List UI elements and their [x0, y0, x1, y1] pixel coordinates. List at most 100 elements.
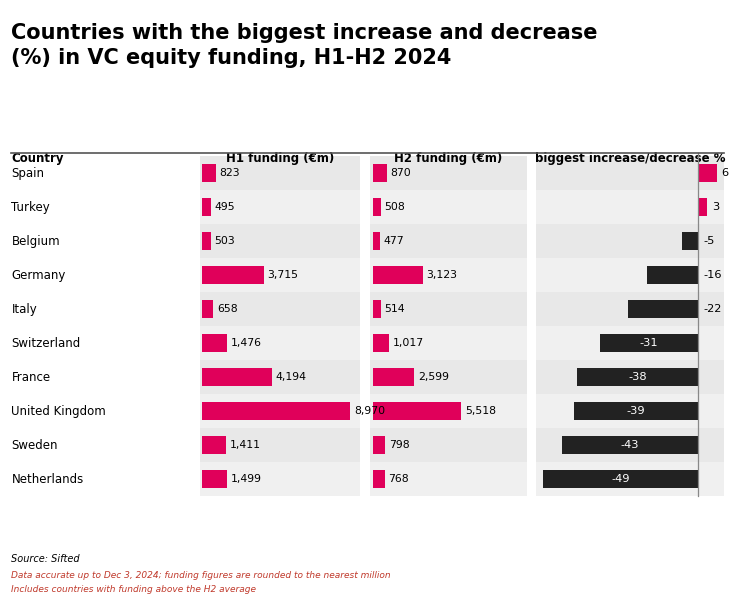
Text: Belgium: Belgium	[11, 235, 60, 247]
Text: Sweden: Sweden	[11, 438, 58, 452]
Text: 3,123: 3,123	[426, 270, 458, 280]
Text: 823: 823	[219, 168, 240, 178]
Text: France: France	[11, 371, 50, 383]
Text: -38: -38	[628, 372, 647, 382]
Text: 3,715: 3,715	[267, 270, 298, 280]
Bar	[202, 435, 225, 455]
Text: 503: 503	[214, 236, 235, 246]
Text: Includes countries with funding above the H2 average: Includes countries with funding above th…	[11, 585, 256, 594]
Text: 1,476: 1,476	[231, 338, 261, 348]
Bar	[202, 334, 227, 352]
Text: -5: -5	[703, 236, 715, 246]
Bar	[370, 156, 527, 190]
Bar	[372, 435, 386, 455]
Bar	[202, 368, 272, 386]
Bar	[372, 198, 380, 216]
Bar	[202, 198, 210, 216]
Bar	[698, 198, 708, 216]
Text: 5,518: 5,518	[465, 406, 496, 416]
Bar	[562, 435, 698, 455]
Text: 8,970: 8,970	[354, 406, 385, 416]
Bar	[199, 462, 360, 496]
Text: Country: Country	[11, 152, 64, 165]
Bar	[199, 292, 360, 326]
Bar	[370, 360, 527, 394]
Text: 495: 495	[214, 202, 235, 212]
Bar	[199, 428, 360, 462]
Text: 768: 768	[389, 474, 409, 484]
Bar	[536, 462, 724, 496]
Text: 870: 870	[390, 168, 411, 178]
Text: 477: 477	[384, 236, 404, 246]
Bar	[370, 428, 527, 462]
Bar	[372, 300, 380, 319]
Bar	[536, 394, 724, 428]
Text: 6: 6	[721, 168, 729, 178]
Text: Turkey: Turkey	[11, 201, 50, 213]
Bar	[372, 368, 414, 386]
Text: 2,599: 2,599	[418, 372, 449, 382]
Bar	[372, 164, 386, 182]
Text: 3: 3	[712, 202, 719, 212]
Text: biggest increase/decrease %: biggest increase/decrease %	[535, 152, 726, 165]
Text: Data accurate up to Dec 3, 2024; funding figures are rounded to the nearest mill: Data accurate up to Dec 3, 2024; funding…	[11, 570, 391, 579]
Bar	[682, 232, 698, 250]
Bar	[370, 292, 527, 326]
Text: -31: -31	[640, 338, 658, 348]
Text: Italy: Italy	[11, 302, 37, 316]
Text: H1 funding (€m): H1 funding (€m)	[225, 152, 334, 165]
Bar	[600, 334, 698, 352]
Bar	[628, 300, 698, 319]
Bar	[372, 470, 385, 488]
Bar	[536, 360, 724, 394]
Bar	[199, 258, 360, 292]
Bar	[202, 266, 264, 285]
Text: 4,194: 4,194	[275, 372, 306, 382]
Text: Source: Sifted: Source: Sifted	[11, 554, 80, 564]
Bar	[372, 266, 423, 285]
Text: United Kingdom: United Kingdom	[11, 404, 106, 418]
Bar	[536, 258, 724, 292]
Text: 658: 658	[217, 304, 237, 314]
Bar	[370, 224, 527, 258]
Bar	[372, 334, 389, 352]
Text: 1,411: 1,411	[229, 440, 261, 450]
Bar	[199, 360, 360, 394]
Bar	[199, 394, 360, 428]
Bar	[202, 232, 210, 250]
Text: 798: 798	[389, 440, 410, 450]
Bar	[370, 190, 527, 224]
Bar	[698, 164, 717, 182]
Bar	[536, 292, 724, 326]
Text: H2 funding (€m): H2 funding (€m)	[394, 152, 503, 165]
Text: Netherlands: Netherlands	[11, 473, 84, 486]
Text: 1,499: 1,499	[231, 474, 262, 484]
Bar	[647, 266, 698, 285]
Text: -22: -22	[703, 304, 721, 314]
Bar	[202, 164, 216, 182]
Bar	[202, 402, 351, 420]
Bar	[370, 394, 527, 428]
Text: Countries with the biggest increase and decrease
(%) in VC equity funding, H1-H2: Countries with the biggest increase and …	[11, 23, 598, 68]
Bar	[536, 190, 724, 224]
Bar	[202, 300, 213, 319]
Text: -39: -39	[627, 406, 646, 416]
Bar	[577, 368, 698, 386]
Bar	[536, 156, 724, 190]
Bar	[199, 156, 360, 190]
Text: Spain: Spain	[11, 167, 44, 180]
Text: 1,017: 1,017	[392, 338, 424, 348]
Bar	[542, 470, 698, 488]
Bar	[370, 462, 527, 496]
Bar	[370, 258, 527, 292]
Bar	[536, 428, 724, 462]
Bar	[536, 326, 724, 360]
Bar	[202, 470, 227, 488]
Bar	[370, 326, 527, 360]
Text: -49: -49	[611, 474, 629, 484]
Text: Switzerland: Switzerland	[11, 337, 81, 350]
Bar	[536, 224, 724, 258]
Text: Germany: Germany	[11, 268, 66, 282]
Text: -16: -16	[703, 270, 721, 280]
Bar	[199, 224, 360, 258]
